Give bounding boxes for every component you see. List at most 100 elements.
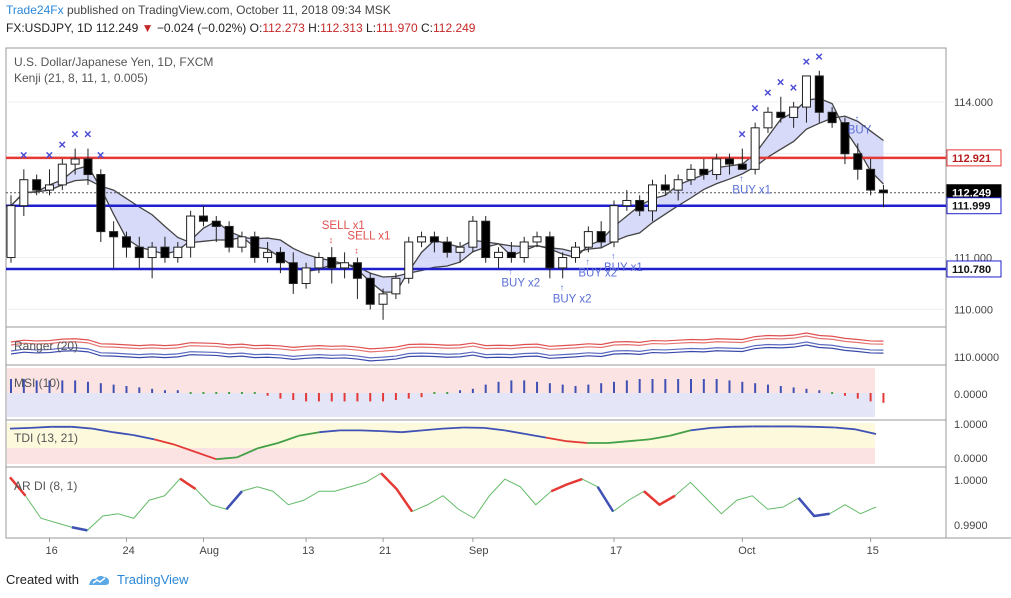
candle-body: [699, 168, 709, 176]
high-label: H:: [308, 21, 321, 35]
candle-body: [211, 220, 221, 227]
open-value: 112.273: [262, 21, 305, 35]
candle-body: [417, 236, 427, 243]
candle-body: [378, 293, 388, 305]
candle-body: [724, 158, 734, 165]
msi-dot: [831, 392, 834, 394]
tdi-line-segment: [92, 427, 114, 434]
signal-arrow-icon: ↕: [354, 246, 359, 256]
sell-marker-x-icon: ×: [97, 147, 105, 162]
candle-body: [70, 158, 80, 165]
tdi-line-segment: [855, 428, 877, 435]
tdi-line-segment: [401, 429, 423, 434]
msi-dot: [253, 392, 256, 394]
x-tick-label: 17: [610, 545, 622, 557]
tdi-line-segment: [484, 426, 505, 432]
candle-body: [250, 236, 260, 259]
candle-body: [801, 75, 811, 108]
ardi-highlight: [179, 477, 197, 491]
kenji-legend: Kenji (21, 8, 11, 1, 0.005): [14, 71, 148, 85]
msi-dot: [446, 392, 449, 394]
candle-body: [186, 215, 196, 248]
candle-body: [853, 153, 863, 170]
candle-body: [301, 267, 311, 284]
candle-body: [737, 163, 747, 170]
tdi-line-segment: [422, 427, 444, 432]
tdi-line-segment: [381, 430, 402, 434]
candle-body: [763, 111, 773, 129]
candle-body: [327, 257, 337, 269]
candle-body: [275, 251, 285, 264]
chart-title: U.S. Dollar/Japanese Yen, 1D, FXCM: [14, 55, 214, 69]
signal-arrow-icon: ↕: [329, 235, 334, 245]
candle-body: [494, 251, 504, 259]
signal-arrow-icon: ↑: [508, 267, 513, 277]
footer: Created with TradingView: [6, 572, 189, 587]
signal-arrow-icon: ↑: [560, 282, 565, 292]
tdi-line-segment: [669, 429, 691, 437]
msi-upper-band: [7, 368, 875, 393]
ranger-line: [10, 332, 884, 350]
close-label: C:: [420, 21, 433, 35]
signal-label: BUY x2: [501, 278, 540, 290]
candle-body: [263, 251, 273, 259]
candle-body: [776, 111, 786, 118]
ardi-highlight: [225, 490, 243, 511]
sell-marker-x-icon: ×: [764, 85, 772, 100]
candle-body: [224, 225, 234, 248]
msi-dot: [202, 392, 205, 394]
quote-line: FX:USDJPY, 1D 112.249 ▼ −0.024 (−0.02%) …: [6, 21, 475, 35]
tdi-line-segment: [298, 431, 320, 437]
tdi-tick-label: 1.0000: [954, 419, 988, 431]
tdi-line-segment: [71, 425, 93, 430]
ranger-tick-label: 110.0000: [954, 352, 999, 364]
tdi-line-segment: [690, 426, 712, 432]
open-label: O:: [249, 21, 263, 35]
sell-marker-x-icon: ×: [802, 54, 810, 69]
msi-tick-label: 0.0000: [954, 389, 988, 401]
level-label-box: [946, 149, 1002, 167]
candle-body: [57, 163, 67, 186]
ardi-highlight: [380, 472, 414, 513]
tdi-line-segment: [834, 426, 856, 431]
sell-marker-x-icon: ×: [790, 80, 798, 95]
candle-body: [750, 127, 760, 170]
sell-marker-x-icon: ×: [738, 127, 746, 142]
x-tick-label: Oct: [738, 545, 755, 557]
sell-marker-x-icon: ×: [84, 127, 92, 142]
candle-body: [596, 231, 606, 243]
candle-body: [109, 231, 119, 238]
price-chart[interactable]: 114.000111.000110.000112.921112.249111.9…: [0, 38, 1011, 598]
signal-arrow-icon: ↑: [585, 256, 590, 266]
x-tick-label: Sep: [469, 545, 489, 557]
candle-body: [673, 179, 683, 191]
ardi-highlight: [9, 476, 27, 497]
candle-body: [44, 184, 54, 191]
msi-lower-band: [7, 393, 875, 417]
msi-dot: [228, 392, 231, 394]
candle-body: [32, 179, 42, 191]
candle-body: [404, 241, 414, 279]
candle-body: [712, 158, 722, 176]
sell-marker-x-icon: ×: [815, 49, 823, 64]
tdi-line-segment: [216, 456, 237, 461]
level-label-box: [946, 260, 1002, 278]
candle-body: [660, 184, 670, 191]
candle-body: [83, 158, 93, 176]
tdi-line-segment: [649, 434, 670, 441]
level-label: 112.921: [952, 153, 991, 165]
candle-body: [789, 106, 799, 118]
candle-body: [622, 199, 632, 207]
price-change: −0.024 (−0.02%): [156, 21, 247, 35]
tdi-line-segment: [195, 451, 217, 461]
low-value: 111.970: [376, 21, 418, 35]
sell-marker-x-icon: ×: [777, 75, 785, 90]
candle-body: [686, 168, 696, 181]
level-label: 112.249: [952, 188, 991, 200]
tradingview-link[interactable]: TradingView: [116, 572, 189, 587]
level-label-box: [946, 197, 1002, 215]
candle-body: [19, 179, 29, 207]
brand-name[interactable]: Trade24Fx: [6, 3, 64, 17]
tdi-tick-label: 0.0000: [954, 453, 988, 465]
tradingview-logo-icon: [88, 575, 109, 585]
